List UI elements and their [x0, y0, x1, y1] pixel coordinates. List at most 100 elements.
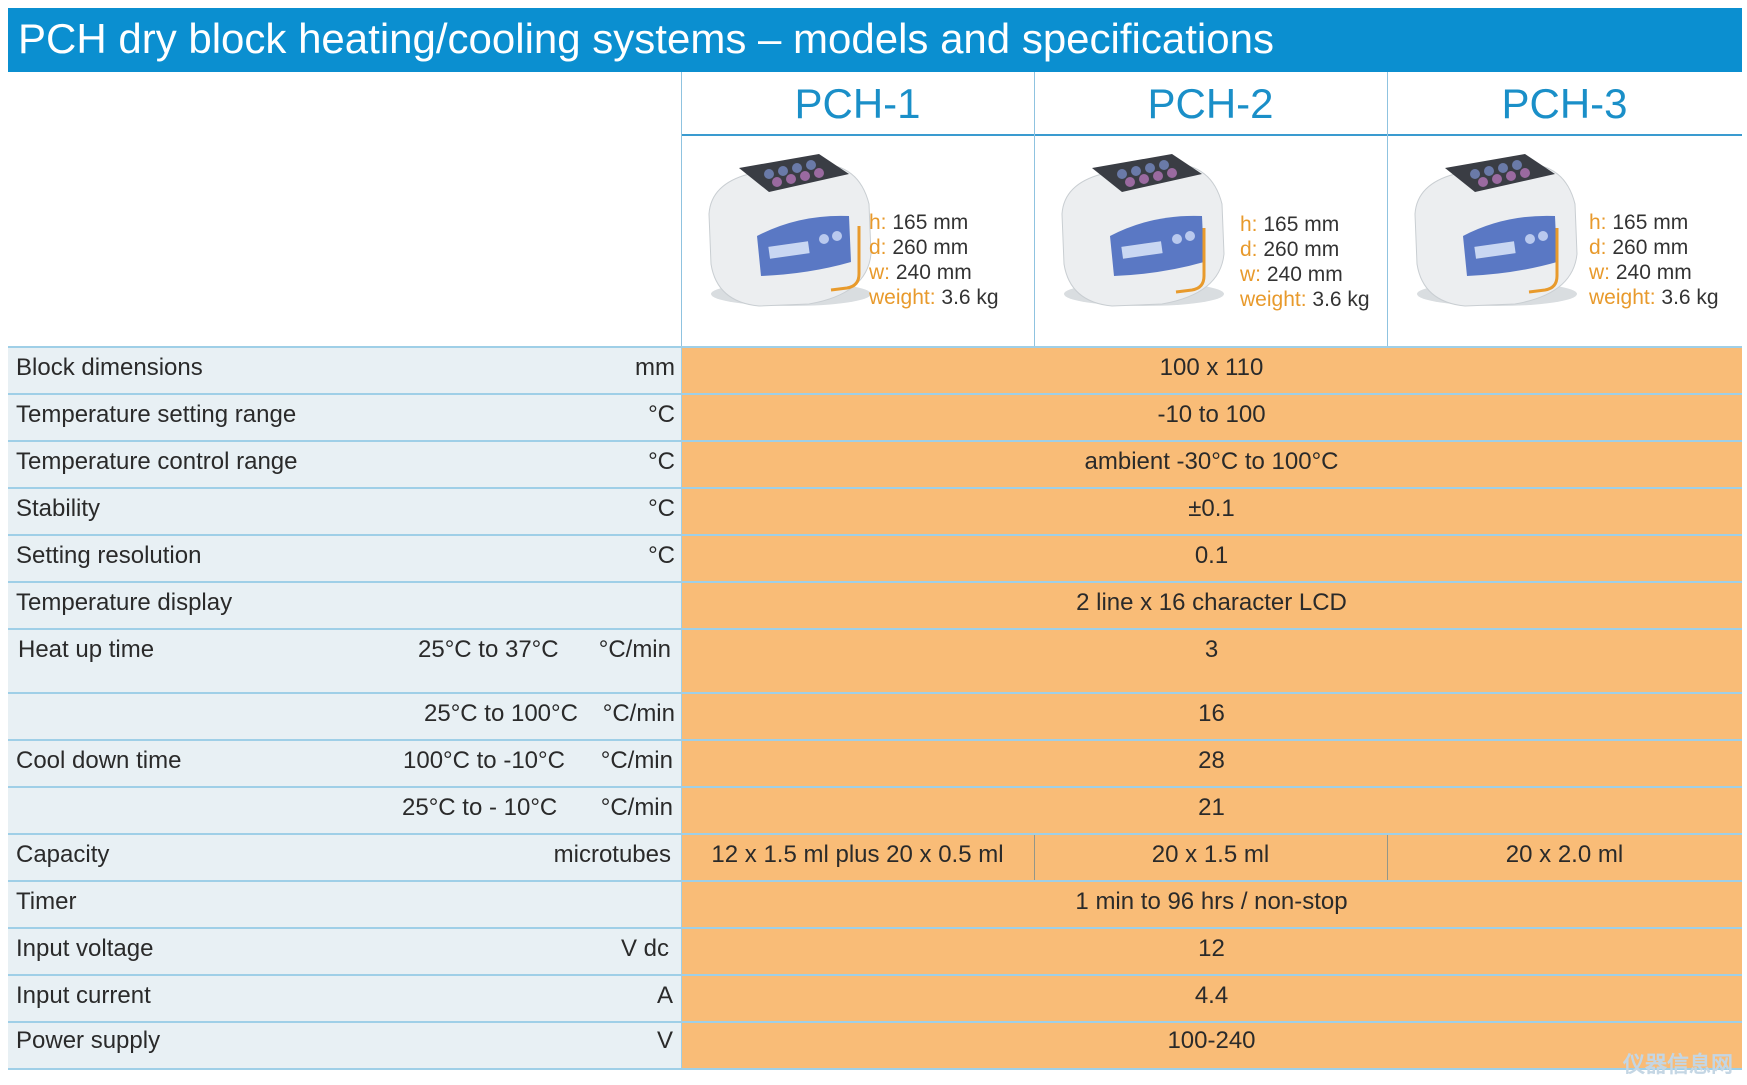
spec-unit: V [656, 1027, 673, 1054]
depth-value: 260 mm [1263, 238, 1340, 261]
table-row-label-cell: Power supply V [8, 1023, 681, 1068]
table-row-value-cell: 2 line x 16 character LCD [681, 583, 1742, 628]
spec-value: 16 [1198, 700, 1225, 727]
table-row-label-cell: Capacity microtubes [8, 835, 681, 880]
table-row-label-cell: Timer [8, 882, 681, 927]
column-divider [681, 72, 682, 346]
weight-value: 3.6 kg [1312, 288, 1370, 311]
dry-block-heater-image [1414, 154, 1578, 307]
spec-value: 3 [1204, 636, 1219, 663]
table-rule [8, 393, 1742, 395]
spec-value: 100-240 [1167, 1027, 1256, 1054]
table-rule [8, 581, 1742, 583]
spec-label: Block dimensions [16, 354, 203, 381]
spec-value: 28 [1198, 747, 1225, 774]
spec-value: 1 min to 96 hrs / non-stop [1075, 888, 1348, 915]
spec-label: Temperature display [16, 589, 233, 616]
spec-range: 25°C to 37°C [418, 636, 559, 663]
label-column-divider [681, 346, 682, 1070]
table-row-value-cell: 3 [681, 630, 1742, 692]
spec-value: ±0.1 [1188, 495, 1235, 522]
column-divider [1034, 72, 1035, 346]
table-rule [8, 927, 1742, 929]
spec-unit: °C/min [598, 636, 671, 663]
spec-unit: °C/min [600, 794, 673, 821]
height-value: 165 mm [1612, 211, 1689, 234]
table-rule [8, 833, 1742, 835]
dimensions-pch-3: h: 165 mm d: 260 mm w: 240 mm weight: 3.… [1589, 210, 1719, 310]
width-key: w: [1589, 261, 1610, 284]
table-rule [8, 487, 1742, 489]
table-rule [8, 786, 1742, 788]
table-row-value-cell: 1 min to 96 hrs / non-stop [681, 882, 1742, 927]
dimension-bracket-icon [1528, 228, 1559, 294]
dry-block-heater-image [1061, 154, 1225, 307]
spec-unit: mm [635, 354, 675, 381]
model-header-pch-3: PCH-3 [1387, 72, 1742, 136]
model-header-pch-2: PCH-2 [1034, 72, 1387, 136]
table-row-label-cell: 25°C to - 10°C °C/min [8, 788, 681, 833]
height-key: h: [1589, 211, 1607, 234]
spec-range: 100°C to -10°C [403, 747, 565, 774]
spec-unit: °C/min [600, 747, 673, 774]
height-value: 165 mm [1263, 213, 1340, 236]
spec-label: Heat up time [18, 636, 155, 663]
table-row-label-cell: Stability °C [8, 489, 681, 534]
weight-value: 3.6 kg [1661, 286, 1719, 309]
width-value: 240 mm [895, 261, 972, 284]
table-row-value-cell: 4.4 [681, 976, 1742, 1021]
table-row-label-cell: 25°C to 100°C °C/min [8, 694, 681, 739]
table-row-label-cell: Input current A [8, 976, 681, 1021]
table-row-label-cell: Temperature control range °C [8, 442, 681, 487]
table-rule [8, 1068, 1742, 1070]
spec-label: Input voltage [16, 935, 154, 962]
product-photo-cell-pch-3: h: 165 mm d: 260 mm w: 240 mm weight: 3.… [1387, 134, 1742, 346]
weight-value: 3.6 kg [941, 286, 999, 309]
cell-divider [1034, 835, 1035, 880]
cell-divider [1387, 835, 1388, 880]
spec-value: 100 x 110 [1159, 354, 1264, 381]
table-rule [8, 1021, 1742, 1023]
table-rule [8, 974, 1742, 976]
spec-value: 0.1 [1194, 542, 1229, 569]
table-row-label-cell: Setting resolution °C [8, 536, 681, 581]
dimensions-pch-1: h: 165 mm d: 260 mm w: 240 mm weight: 3.… [869, 210, 999, 310]
spec-value: 2 line x 16 character LCD [1076, 589, 1347, 616]
table-row-label-cell: Heat up time 25°C to 37°C °C/min [8, 630, 681, 692]
width-value: 240 mm [1266, 263, 1343, 286]
spec-unit: °C [648, 448, 675, 475]
spec-unit: °C/min [602, 700, 675, 727]
table-rule [8, 440, 1742, 442]
spec-range: 25°C to - 10°C [402, 794, 558, 821]
spec-label: Stability [16, 495, 101, 522]
table-row-value-cell: 12 x 1.5 ml plus 20 x 0.5 ml 20 x 1.5 ml… [681, 835, 1742, 880]
table-rule [8, 880, 1742, 882]
dimension-bracket-icon [1175, 228, 1206, 294]
dry-block-heater-image [708, 154, 872, 307]
table-row-value-cell: 28 [681, 741, 1742, 786]
product-photo-cell-pch-2: h: 165 mm d: 260 mm w: 240 mm weight: 3.… [1034, 134, 1387, 346]
table-row-label-cell: Input voltage V dc [8, 929, 681, 974]
height-key: h: [869, 211, 887, 234]
width-value: 240 mm [1615, 261, 1692, 284]
depth-key: d: [1589, 236, 1607, 259]
dimensions-pch-2: h: 165 mm d: 260 mm w: 240 mm weight: 3.… [1240, 212, 1370, 312]
table-row-value-cell: 0.1 [681, 536, 1742, 581]
width-key: w: [1240, 263, 1261, 286]
spec-value: 21 [1198, 794, 1225, 821]
spec-label: Timer [16, 888, 77, 915]
table-row-value-cell: 100-240 [681, 1023, 1742, 1068]
spec-label: Cool down time [16, 747, 182, 774]
table-rule [8, 692, 1742, 694]
spec-unit: °C [648, 542, 675, 569]
spec-unit: V dc [620, 935, 669, 962]
table-rule [8, 346, 1742, 348]
spec-value: 12 [1198, 935, 1225, 962]
product-photo-cell-pch-1: h: 165 mm d: 260 mm w: 240 mm weight: 3.… [681, 134, 1034, 346]
spec-unit: °C [648, 495, 675, 522]
dimension-bracket-icon [830, 226, 861, 292]
spec-label: Temperature control range [16, 448, 298, 475]
weight-key: weight: [869, 286, 936, 309]
page-title: PCH dry block heating/cooling systems – … [8, 8, 1742, 72]
table-row-label-cell: Temperature display [8, 583, 681, 628]
